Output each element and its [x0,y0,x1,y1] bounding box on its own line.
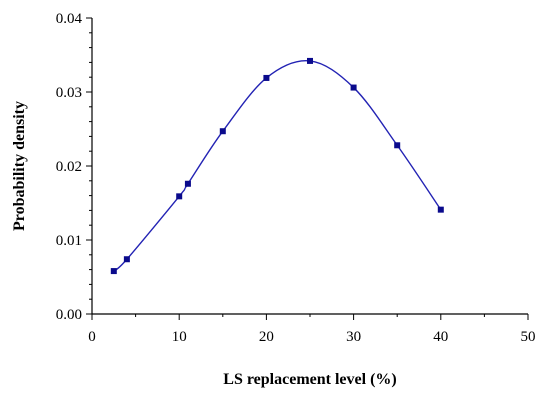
x-tick-label: 20 [259,329,274,345]
data-point [437,206,444,213]
data-point [350,84,357,91]
ticks [86,17,529,320]
y-tick-label: 0.03 [56,85,82,101]
data-point [110,268,117,275]
data-point [184,180,191,187]
data-point [263,74,270,81]
x-tick-label: 30 [346,329,361,345]
data-point [394,142,401,149]
data-point [219,128,226,135]
y-tick-label: 0.02 [56,159,82,175]
y-tick-label: 0.04 [56,11,83,27]
x-tick-label: 50 [521,329,536,345]
y-tick-label: 0.00 [56,307,82,323]
tick-labels: 0 10 20 30 40 50 0.00 0.01 0.02 0.03 0.04 [56,11,536,345]
x-axis-title: LS replacement level (%) [223,371,396,388]
y-tick-label: 0.01 [56,233,82,249]
y-axis-title: Probability density [11,101,28,231]
x-tick-label: 10 [172,329,187,345]
data-markers [110,57,444,275]
data-point [307,57,313,64]
x-tick-label: 40 [433,329,448,345]
data-point [123,256,130,263]
x-tick-label: 0 [88,329,96,345]
data-point [176,193,183,200]
series-curve [113,60,442,272]
